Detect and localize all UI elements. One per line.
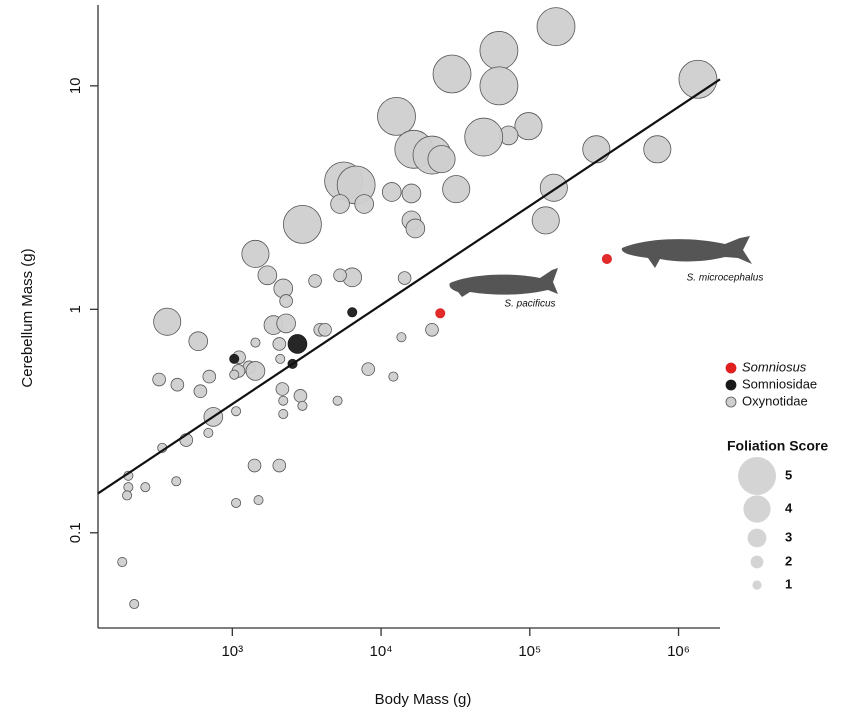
- legend-label: Somniosus: [742, 359, 807, 374]
- point: [442, 175, 471, 204]
- point: [287, 334, 308, 354]
- point: [479, 31, 519, 70]
- size-legend-label: 4: [785, 500, 793, 515]
- point: [170, 377, 185, 392]
- point: [283, 204, 322, 244]
- point: [332, 395, 343, 406]
- point: [405, 218, 426, 239]
- point: [276, 313, 296, 334]
- annotation: S. microcephalus: [687, 273, 764, 284]
- size-legend-label: 3: [785, 529, 792, 544]
- point: [153, 307, 182, 336]
- point: [253, 495, 264, 506]
- y-axis-title: Cerebellum Mass (g): [19, 248, 36, 387]
- point: [241, 239, 270, 268]
- point: [531, 206, 560, 235]
- point: [330, 194, 350, 214]
- size-legend-label: 1: [785, 576, 792, 591]
- point: [401, 183, 422, 204]
- point: [318, 322, 332, 337]
- point: [272, 458, 287, 473]
- point: [333, 268, 347, 283]
- point: [536, 7, 576, 47]
- point: [514, 112, 543, 141]
- fit-line: [97, 78, 721, 495]
- point: [293, 389, 308, 403]
- point: [425, 322, 439, 337]
- point: [117, 557, 128, 568]
- y-tick-label: 0.1: [67, 522, 84, 543]
- size-legend-marker: [752, 580, 762, 590]
- point: [275, 353, 286, 364]
- point: [678, 59, 718, 99]
- size-legend-marker: [747, 528, 767, 548]
- legend-label: Oxynotidae: [742, 393, 808, 408]
- point: [377, 96, 416, 136]
- point: [435, 308, 446, 319]
- point: [202, 369, 217, 384]
- y-tick-label: 1: [67, 305, 84, 313]
- point: [188, 331, 209, 352]
- point: [140, 482, 151, 493]
- legend-marker: [725, 396, 737, 408]
- shark-silhouette: [621, 236, 752, 268]
- point: [171, 476, 182, 487]
- annotation: S. pacificus: [504, 299, 555, 310]
- point: [582, 135, 611, 164]
- size-legend-marker: [743, 495, 771, 523]
- x-tick-label: 10⁶: [667, 643, 690, 660]
- x-axis-title: Body Mass (g): [375, 691, 472, 708]
- legend-marker: [725, 379, 737, 391]
- point: [427, 145, 456, 174]
- legend-marker: [725, 362, 737, 374]
- point: [122, 490, 133, 501]
- point: [354, 194, 374, 214]
- point: [396, 332, 407, 343]
- point: [308, 274, 322, 288]
- x-tick-label: 10⁴: [369, 643, 392, 660]
- size-legend-title: Foliation Score: [727, 438, 828, 454]
- point: [231, 497, 242, 508]
- point: [278, 395, 289, 406]
- shark-silhouette: [449, 268, 558, 297]
- legend-label: Somniosidae: [742, 376, 817, 391]
- point: [432, 54, 472, 94]
- size-legend-label: 2: [785, 553, 792, 568]
- y-tick-label: 10: [67, 77, 84, 94]
- point: [123, 482, 134, 493]
- point: [388, 371, 399, 382]
- point: [231, 406, 242, 417]
- point: [347, 307, 358, 318]
- point: [361, 362, 376, 376]
- point: [479, 66, 519, 106]
- point: [245, 361, 266, 381]
- size-legend-marker: [750, 555, 764, 569]
- point: [278, 409, 289, 420]
- point: [247, 458, 262, 473]
- point: [601, 253, 612, 264]
- point: [279, 294, 293, 308]
- point: [397, 271, 412, 285]
- point: [643, 135, 672, 164]
- point: [250, 337, 261, 348]
- point: [272, 337, 287, 351]
- point: [381, 182, 402, 202]
- point: [257, 265, 278, 286]
- point: [229, 353, 240, 364]
- size-legend-marker: [738, 457, 776, 495]
- point: [203, 427, 214, 438]
- x-tick-label: 10³: [221, 643, 243, 660]
- size-legend-label: 5: [785, 467, 792, 482]
- point: [464, 117, 504, 157]
- point: [152, 372, 166, 387]
- point: [193, 384, 208, 399]
- point: [129, 599, 140, 610]
- point: [297, 400, 308, 411]
- point: [275, 382, 290, 396]
- x-tick-label: 10⁵: [518, 643, 541, 660]
- point: [229, 369, 240, 380]
